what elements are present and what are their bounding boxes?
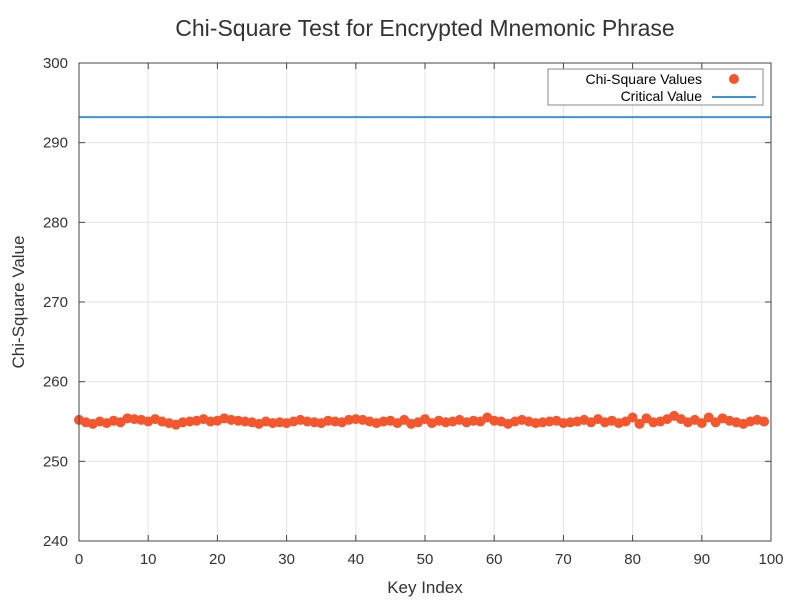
data-point	[696, 418, 707, 429]
y-tick-label: 260	[43, 374, 68, 391]
x-tick-label: 60	[486, 551, 503, 568]
x-tick-label: 70	[555, 551, 572, 568]
x-tick-label: 20	[209, 551, 226, 568]
data-point	[634, 418, 645, 429]
y-tick-label: 250	[43, 453, 68, 470]
legend-label-chi-square: Chi-Square Values	[586, 71, 702, 87]
x-tick-label: 30	[278, 551, 295, 568]
grid	[78, 62, 772, 542]
legend-label-critical-value: Critical Value	[621, 88, 703, 104]
data-point	[759, 416, 770, 427]
data-points	[74, 410, 770, 430]
x-axis-label: Key Index	[387, 578, 463, 597]
legend-marker-chi-square	[729, 74, 739, 84]
x-tick-label: 90	[693, 551, 710, 568]
x-tick-label: 10	[140, 551, 157, 568]
chart-title: Chi-Square Test for Encrypted Mnemonic P…	[175, 15, 674, 41]
y-tick-label: 270	[43, 294, 68, 311]
y-axis-ticks: 240 250 260 270 280 290 300	[43, 55, 771, 550]
legend-box	[547, 68, 764, 106]
y-axis-label: Chi-Square Value	[9, 236, 28, 369]
x-tick-label: 50	[417, 551, 434, 568]
x-tick-label: 80	[624, 551, 641, 568]
y-tick-label: 300	[43, 55, 68, 72]
y-tick-label: 240	[43, 533, 68, 550]
x-tick-label: 0	[75, 551, 83, 568]
x-tick-label: 100	[758, 551, 783, 568]
legend: Chi-Square Values Critical Value	[547, 68, 764, 106]
y-tick-label: 280	[43, 214, 68, 231]
x-tick-label: 40	[347, 551, 364, 568]
data-point	[627, 412, 638, 423]
y-tick-label: 290	[43, 135, 68, 152]
x-axis-ticks: 0 10 20 30 40 50 60 70 80 90 100	[75, 63, 784, 568]
